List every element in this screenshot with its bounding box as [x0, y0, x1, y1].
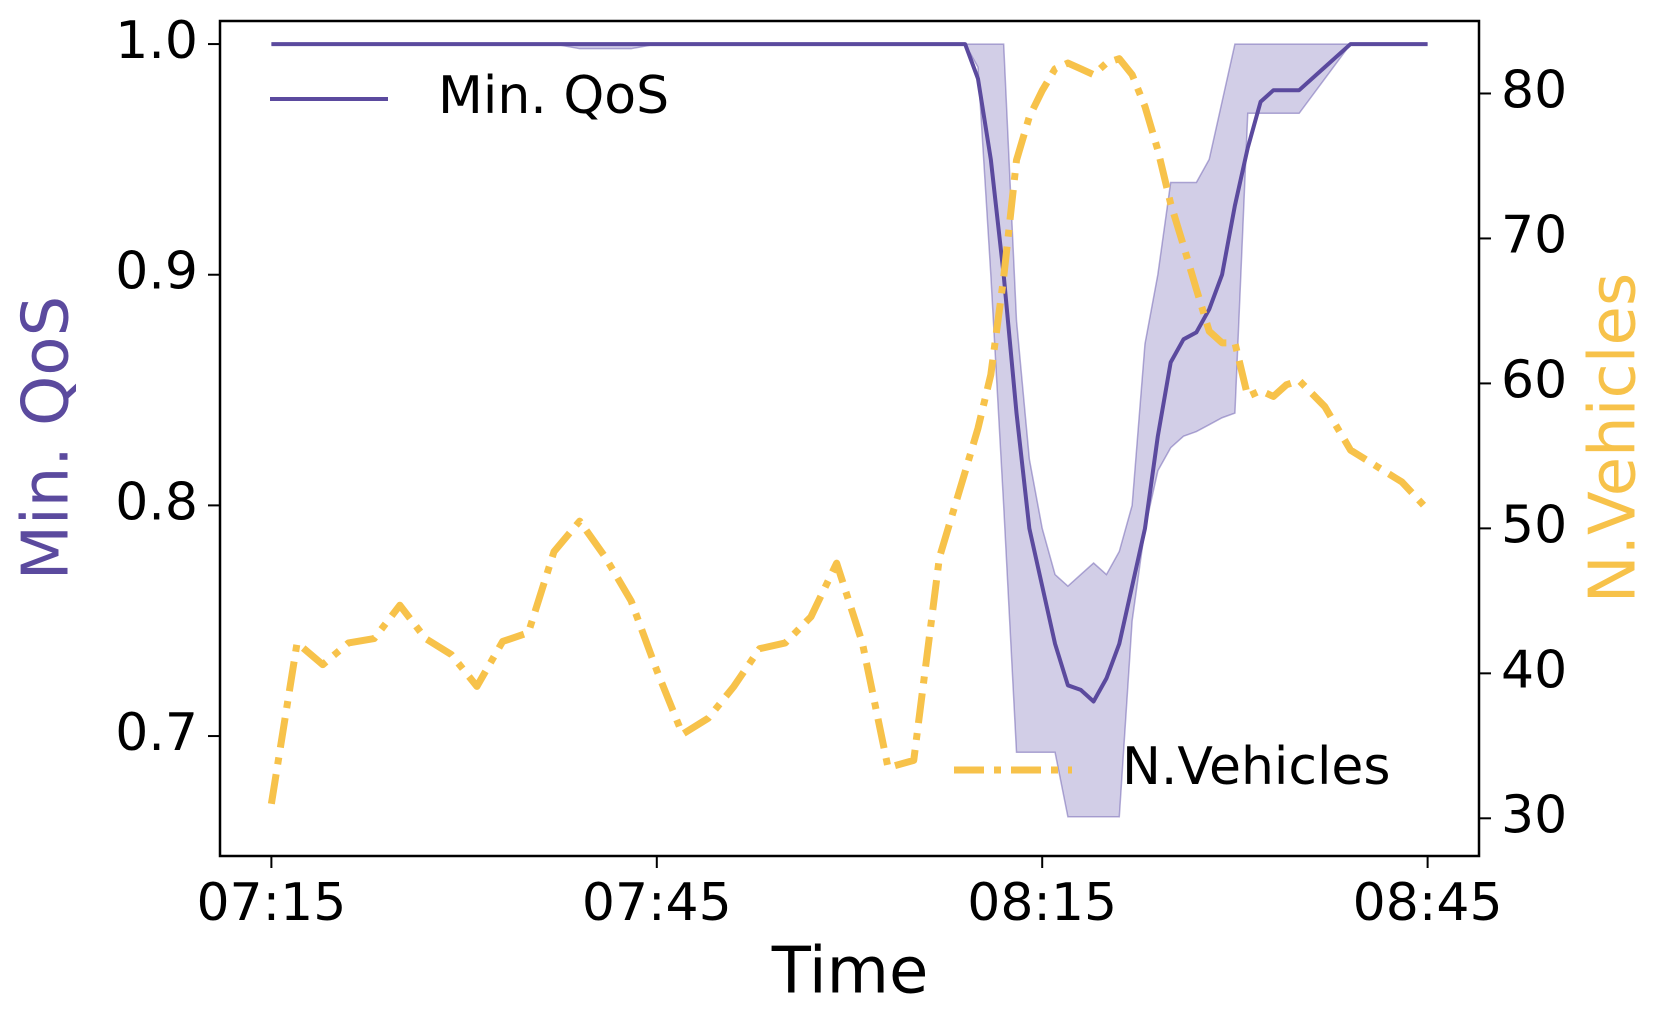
line — [267, 55, 1431, 805]
legend-label: N.Vehicles — [1122, 737, 1390, 797]
legend-label: Min. QoS — [438, 66, 669, 126]
y-axis-label: Min. QoS — [10, 296, 84, 580]
plot-frame — [218, 19, 1481, 858]
band — [271, 43, 1428, 818]
x-tick-label: 08:45 — [1353, 873, 1503, 933]
y2-tick-label: 50 — [1501, 495, 1567, 555]
y-tick-label: 0.8 — [115, 472, 198, 532]
x-tick-label: 07:45 — [582, 873, 732, 933]
x-tick-label: 07:15 — [196, 873, 346, 933]
y-tick-label: 0.9 — [115, 242, 198, 302]
x-axis-label: Time — [771, 935, 929, 1009]
y-tick-label: 0.7 — [115, 703, 198, 763]
y-tick-label: 1.0 — [115, 11, 198, 71]
line — [271, 42, 1428, 704]
y2-axis-label: N.Vehicles — [1577, 273, 1651, 603]
y2-tick-label: 40 — [1501, 640, 1567, 700]
x-tick-label: 08:15 — [967, 873, 1117, 933]
y2-tick-label: 60 — [1501, 350, 1567, 410]
y2-tick-label: 80 — [1501, 60, 1567, 120]
y2-tick-label: 30 — [1501, 785, 1567, 845]
y2-tick-label: 70 — [1501, 205, 1567, 265]
